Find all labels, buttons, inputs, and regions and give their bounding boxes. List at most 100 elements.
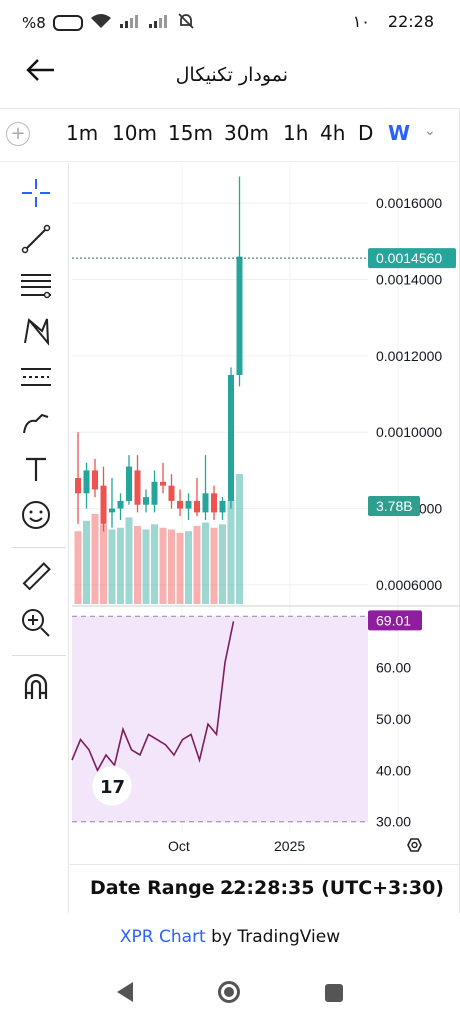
tab-30m[interactable]: 30m [224, 121, 269, 145]
candle-body [151, 481, 158, 505]
volume-badge [368, 496, 420, 516]
rsi-tick-label: 30.00 [376, 814, 411, 830]
volume-bar [91, 513, 99, 604]
candle-body [134, 470, 141, 505]
battery-percent: %8 [22, 14, 46, 32]
chart-canvas[interactable]: 0.0016000 0.0014000 0.0012000 0.0010000 0.00… [0, 0, 460, 860]
emoji-icon[interactable] [18, 497, 54, 533]
candle-body [160, 481, 166, 486]
candle-body [194, 500, 200, 513]
tab-w[interactable]: W [388, 121, 411, 145]
volume-bar [134, 526, 141, 604]
gear-icon-center [411, 841, 418, 849]
add-icon[interactable]: + [6, 122, 30, 146]
chart-footer: Date Range ⌄ 22:28:35 (UTC+3:30) [70, 864, 460, 913]
rsi-tick-label: 50.00 [376, 711, 411, 727]
zoom-in-icon[interactable] [18, 605, 54, 641]
volume-bar [210, 527, 218, 604]
volume-bar [100, 524, 107, 604]
nav-home-icon[interactable] [218, 981, 240, 1003]
tab-1m[interactable]: 1m [66, 121, 99, 145]
tradingview-logo [91, 765, 133, 807]
tradingview-logo-mark: 17 [100, 777, 125, 798]
toolbar-divider [12, 655, 66, 656]
trendline-icon[interactable] [18, 221, 54, 257]
tab-10m[interactable]: 10m [112, 121, 157, 145]
status-bar: %8 ١٠ 22:28 [0, 0, 460, 46]
pattern-icon[interactable] [18, 313, 54, 349]
gear-icon[interactable] [407, 838, 422, 852]
last-price-badge [368, 248, 456, 269]
candle-body [228, 374, 234, 501]
tab-1h[interactable]: 1h [283, 121, 309, 145]
fib-retracement-icon[interactable] [18, 267, 54, 303]
last-price-label: 0.0014560 [376, 250, 442, 266]
volume-bar [83, 520, 90, 604]
rsi-value-label: 69.01 [376, 612, 411, 628]
volume-bar [236, 474, 243, 604]
y-tick-label: 0.0006000 [376, 577, 442, 593]
date-range-label: Date Range [90, 877, 215, 899]
ruler-icon[interactable] [18, 559, 54, 595]
volume-bar [142, 529, 150, 604]
candle-body [83, 470, 90, 494]
crosshair-icon[interactable] [18, 175, 54, 211]
timeframe-bar: + 1m 10m 15m 30m 1h 4h D W ⌄ [0, 109, 460, 162]
candle-body [100, 485, 107, 524]
y-tick-label: 0.0016000 [376, 195, 442, 211]
volume-bar [219, 524, 226, 604]
rsi-tick-label: 40.00 [376, 762, 411, 778]
tab-d[interactable]: D [358, 121, 374, 145]
candle-body [236, 256, 243, 375]
credit-line: XPR Chart by TradingView [0, 927, 460, 947]
volume-bar [117, 527, 124, 604]
chevron-down-icon[interactable]: ⌄ [424, 123, 436, 139]
drawing-toolbar [10, 163, 69, 913]
rsi-value-badge [368, 610, 422, 631]
tab-4h[interactable]: 4h [320, 121, 346, 145]
text-icon[interactable] [18, 451, 54, 487]
wifi-icon [90, 13, 112, 33]
x-tick-label: Oct [168, 838, 190, 854]
candle-body [143, 497, 149, 505]
candle-body [219, 500, 226, 513]
x-tick-label: 2025 [274, 838, 305, 854]
status-left: %8 [22, 12, 195, 34]
candle-body [109, 508, 115, 513]
candle-body [117, 500, 124, 509]
volume-bar [185, 531, 192, 604]
y-tick-label: 0.0010000 [376, 424, 442, 440]
signal-icon [119, 14, 141, 32]
candle-body [185, 500, 192, 509]
brand-link[interactable]: XPR Chart [119, 927, 206, 947]
rsi-tick-label: 60.00 [376, 660, 411, 676]
volume-bar [176, 532, 184, 604]
arrow-left-icon[interactable] [26, 58, 56, 88]
tab-15m[interactable]: 15m [168, 121, 213, 145]
date-range-button[interactable]: Date Range ⌄ [90, 877, 237, 899]
candle-body [92, 470, 98, 490]
candle-body [177, 500, 183, 509]
candle-body [202, 493, 209, 513]
android-nav-bar [0, 972, 460, 1024]
volume-bar [74, 531, 82, 604]
rsi-line [71, 621, 235, 773]
chevron-down-icon: ⌄ [225, 882, 238, 898]
volume-badge-label: 3.78B [376, 498, 413, 514]
status-right: ١٠ 22:28 [353, 12, 434, 31]
candle-body [126, 466, 132, 501]
magnet-icon[interactable] [18, 669, 54, 705]
volume-bar [227, 500, 235, 604]
candle-body [75, 478, 81, 494]
prediction-icon[interactable] [18, 359, 54, 395]
volume-bar [159, 527, 167, 604]
y-tick-label: 0.0012000 [376, 348, 442, 364]
volume-bar [193, 526, 201, 604]
app-header: نمودار تکنیکال [0, 50, 460, 102]
nav-back-icon[interactable] [117, 982, 133, 1002]
page-title: نمودار تکنیکال [175, 64, 288, 86]
volume-bar [108, 529, 116, 604]
timezone-clock[interactable]: 22:28:35 (UTC+3:30) [219, 877, 444, 899]
nav-recents-icon[interactable] [325, 984, 343, 1002]
brush-icon[interactable] [18, 405, 54, 441]
